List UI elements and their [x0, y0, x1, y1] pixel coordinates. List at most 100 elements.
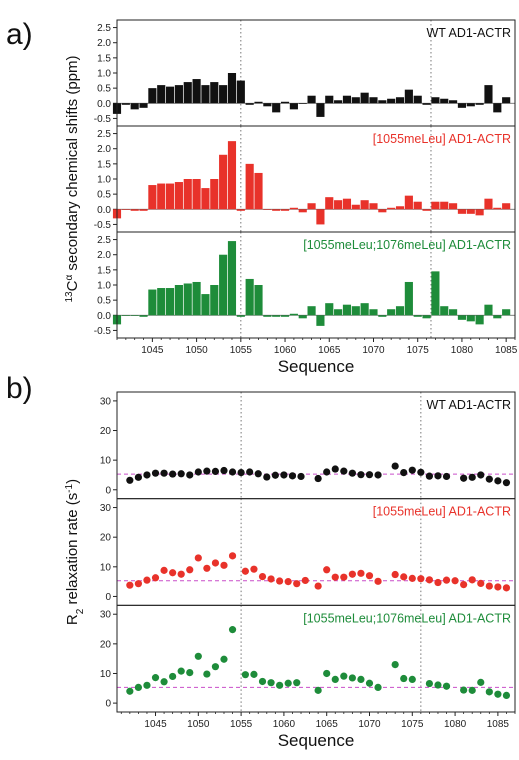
data-point [203, 467, 211, 475]
data-point [442, 576, 451, 584]
data-point [374, 577, 382, 585]
bar [130, 315, 139, 316]
data-point [186, 668, 194, 677]
series-label: WT AD1-ACTR [427, 26, 512, 40]
bar [369, 203, 378, 210]
bar [404, 89, 413, 104]
data-point [241, 671, 249, 679]
bar [272, 315, 281, 317]
data-point [246, 468, 254, 476]
y-tick-label: 2.5 [97, 235, 111, 246]
data-point [258, 572, 267, 581]
bar [192, 79, 201, 104]
bar [227, 73, 237, 104]
subpanel-a-3: 2.5 2.0 1.5 1.0 0.5 0.0 -0.5 [1055meLeu;1076meL… [94, 231, 516, 339]
data-point [203, 670, 211, 678]
y-tick-label: 0 [105, 699, 111, 710]
x-tick-label: 1065 [318, 345, 341, 356]
bar [422, 209, 431, 211]
data-point [425, 472, 434, 480]
y-tick-label: 1.0 [97, 69, 111, 80]
data-point [280, 471, 288, 479]
y-axis-title-end: ) [64, 479, 81, 484]
y-tick-label: 30 [100, 503, 112, 514]
data-point [160, 678, 168, 686]
bar [148, 289, 157, 316]
x-tick-label: 1085 [487, 719, 510, 730]
bar [183, 179, 192, 210]
bar [484, 304, 493, 316]
y-tick-label: 30 [100, 610, 112, 621]
bar [316, 315, 325, 326]
y-tick-label: 10 [100, 562, 112, 573]
bar [395, 206, 405, 210]
data-point [502, 479, 511, 487]
data-point [228, 468, 237, 476]
data-point [134, 473, 142, 481]
bar [404, 195, 413, 210]
data-point [434, 681, 442, 689]
subpanel-b-2: 30 20 10 0 [1055meLeu] AD1-ACTR [100, 498, 516, 606]
data-point [417, 468, 425, 476]
data-point [297, 472, 305, 481]
data-point [434, 472, 442, 480]
x-tick-label: 1045 [144, 719, 167, 730]
y-tick-label: 2.5 [97, 23, 111, 34]
bar [210, 179, 219, 210]
data-point [220, 466, 228, 475]
data-point [186, 566, 194, 574]
x-tick-label: 1060 [274, 345, 297, 356]
subpanel-b-3: 30 20 10 0 [1055meLeu;1076meLeu] AD1-ACTR [100, 604, 516, 713]
data-point [357, 675, 365, 684]
y-tick-label: 0 [105, 485, 111, 496]
bar [475, 315, 484, 325]
bar [245, 103, 254, 105]
x-axis: 1045 1050 1055 1060 1065 1070 1075 1080 1085 [116, 338, 518, 356]
data-point [425, 576, 434, 584]
bar [360, 92, 369, 104]
data-point [151, 469, 160, 477]
data-point [151, 574, 160, 582]
y-tick-label: 0.0 [97, 99, 111, 110]
bar [174, 182, 183, 210]
data-point [468, 576, 476, 584]
bar [121, 209, 130, 210]
data-point [228, 626, 237, 634]
data-point [211, 663, 220, 671]
data-point [250, 565, 258, 573]
data-point [460, 580, 468, 589]
bar [342, 95, 352, 104]
bar [254, 172, 263, 210]
data-point [134, 580, 142, 588]
bar [236, 80, 245, 104]
bar [174, 285, 183, 316]
y-tick-label: 10 [100, 456, 112, 467]
bar [325, 303, 334, 316]
y-tick-label: 2.0 [97, 144, 111, 155]
data-point [203, 564, 211, 572]
bar [502, 97, 511, 104]
y-axis-title: R2 relaxation rate (s-1) [64, 479, 86, 625]
data-point [267, 679, 275, 687]
data-point [194, 468, 202, 476]
bar [192, 281, 201, 316]
bar [130, 103, 139, 110]
data-point [126, 476, 134, 484]
data-point [267, 575, 275, 583]
bar [245, 163, 254, 210]
bar [148, 185, 157, 210]
bar [174, 85, 183, 104]
data-point [400, 674, 408, 683]
bar [449, 309, 458, 316]
data-point [237, 468, 245, 477]
data-point [258, 677, 267, 686]
y-tick-label: 30 [100, 396, 112, 407]
x-axis: 1045 1050 1055 1060 1065 1070 1075 1080 1085 [120, 712, 516, 730]
bar [219, 154, 228, 210]
data-point [451, 577, 459, 585]
bar [148, 88, 157, 104]
y-axis-title-r: R [64, 614, 81, 625]
bar [183, 283, 192, 316]
bar [378, 315, 387, 317]
